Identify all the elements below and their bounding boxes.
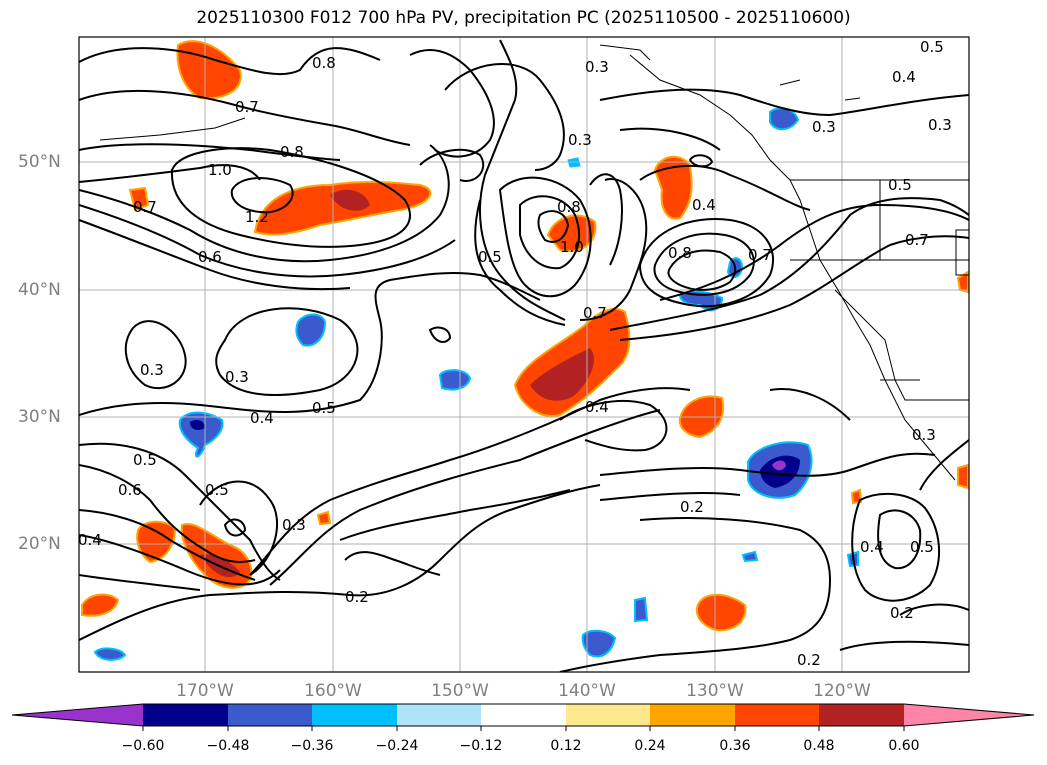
coastlines bbox=[99, 44, 969, 481]
lat-label-40n: 40°N bbox=[18, 280, 61, 300]
colorbar-bin bbox=[566, 704, 650, 726]
contour-label: 0.5 bbox=[205, 481, 229, 499]
contour-label: 0.5 bbox=[888, 176, 912, 194]
contour-label: 0.2 bbox=[890, 604, 914, 622]
colorbar-min-arrow bbox=[12, 704, 143, 726]
colorbar-tick-label: 0.24 bbox=[634, 738, 666, 754]
contour-label: 0.4 bbox=[250, 409, 274, 427]
contour-label: 0.7 bbox=[905, 231, 929, 249]
lat-label-50n: 50°N bbox=[18, 152, 61, 172]
contour-label: 1.2 bbox=[245, 208, 269, 226]
graticule bbox=[79, 37, 969, 672]
map-title: 2025110300 F012 700 hPa PV, precipitatio… bbox=[196, 8, 851, 28]
contour-label: 0.2 bbox=[680, 498, 704, 516]
contour-label: 0.3 bbox=[912, 426, 936, 444]
contour-label: 0.4 bbox=[692, 196, 716, 214]
contour-label: 0.4 bbox=[585, 398, 609, 416]
colorbar-tick-label: −0.24 bbox=[375, 738, 419, 754]
contour-label: 0.3 bbox=[812, 118, 836, 136]
colorbar-bin bbox=[312, 704, 397, 726]
contour-labels: 0.8 0.7 0.8 1.0 1.2 0.7 0.6 0.3 0.3 0.3 … bbox=[78, 38, 952, 669]
contour-label: 0.7 bbox=[235, 98, 259, 116]
colorbar-bin bbox=[143, 704, 228, 726]
contour-label: 0.4 bbox=[78, 531, 102, 549]
colorbar-tick-label: −0.12 bbox=[459, 738, 503, 754]
contour-label: 0.7 bbox=[133, 198, 157, 216]
contour-label: 0.8 bbox=[668, 244, 692, 262]
lon-label-130w: 130°W bbox=[686, 681, 744, 701]
lon-label-140w: 140°W bbox=[558, 681, 616, 701]
contour-label: 0.2 bbox=[345, 588, 369, 606]
colorbar-bin bbox=[650, 704, 735, 726]
colorbar-tick-label: −0.48 bbox=[206, 738, 250, 754]
contour-label: 0.7 bbox=[583, 304, 607, 322]
colorbar-bin bbox=[397, 704, 481, 726]
colorbar-bin bbox=[481, 704, 566, 726]
contour-label: 0.7 bbox=[748, 246, 772, 264]
contour-label: 0.3 bbox=[282, 516, 306, 534]
contour-label: 0.8 bbox=[557, 198, 581, 216]
contour-label: 0.3 bbox=[568, 131, 592, 149]
contour-label: 0.5 bbox=[133, 451, 157, 469]
contour-label: 0.3 bbox=[928, 116, 952, 134]
contour-label: 0.5 bbox=[910, 538, 934, 556]
colorbar-tick-label: 0.48 bbox=[803, 738, 835, 754]
contour-label: 0.8 bbox=[312, 54, 336, 72]
colorbar-bin bbox=[819, 704, 904, 726]
contour-label: 0.4 bbox=[860, 538, 884, 556]
contour-label: 1.0 bbox=[560, 238, 584, 256]
contour-label: 1.0 bbox=[208, 161, 232, 179]
colorbar-bin bbox=[735, 704, 819, 726]
colorbar-tick-label: 0.36 bbox=[719, 738, 751, 754]
pv-contours bbox=[79, 39, 969, 672]
colorbar-max-arrow bbox=[904, 704, 1034, 726]
colorbar-bin bbox=[228, 704, 312, 726]
lon-label-150w: 150°W bbox=[431, 681, 489, 701]
contour-label: 0.5 bbox=[920, 38, 944, 56]
contour-label: 0.6 bbox=[198, 248, 222, 266]
contour-label: 0.2 bbox=[797, 651, 821, 669]
map-frame bbox=[78, 36, 970, 673]
contour-label: 0.3 bbox=[140, 361, 164, 379]
lon-label-170w: 170°W bbox=[176, 681, 234, 701]
colorbar-tick-label: −0.36 bbox=[290, 738, 334, 754]
colorbar-tick-label: 0.60 bbox=[888, 738, 920, 754]
contour-label: 0.3 bbox=[225, 368, 249, 386]
colorbar-tick-label: −0.60 bbox=[121, 738, 165, 754]
lon-label-120w: 120°W bbox=[813, 681, 871, 701]
contour-label: 0.4 bbox=[892, 68, 916, 86]
contour-label: 0.5 bbox=[312, 399, 336, 417]
lat-label-30n: 30°N bbox=[18, 407, 61, 427]
contour-label: 0.6 bbox=[118, 481, 142, 499]
contour-label: 0.5 bbox=[478, 248, 502, 266]
lon-label-160w: 160°W bbox=[304, 681, 362, 701]
contour-label: 0.3 bbox=[585, 58, 609, 76]
colorbar bbox=[11, 703, 1035, 731]
lat-label-20n: 20°N bbox=[18, 534, 61, 554]
colorbar-tick-label: 0.12 bbox=[550, 738, 582, 754]
contour-label: 0.8 bbox=[280, 143, 304, 161]
